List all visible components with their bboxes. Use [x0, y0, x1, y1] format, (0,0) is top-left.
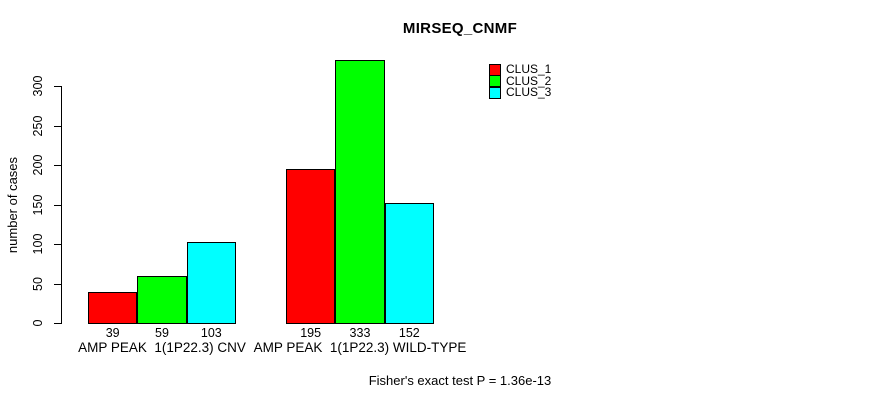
y-axis-tick-label: 100 — [31, 233, 45, 255]
y-axis-line — [61, 86, 62, 324]
bar-value-label: 333 — [349, 326, 371, 340]
y-axis-title: number of cases — [5, 156, 20, 254]
y-axis-tick — [54, 165, 61, 166]
legend-item-clus_1: CLUS_1 — [489, 62, 552, 76]
bar-clus_2-group1 — [137, 276, 187, 324]
y-axis-tick — [54, 86, 61, 87]
y-axis-tick-label: 200 — [31, 154, 45, 176]
legend-label: CLUS_3 — [506, 85, 552, 100]
x-axis-group-label: AMP PEAK 1(1P22.3) WILD-TYPE — [253, 340, 467, 355]
bar-value-label: 59 — [155, 326, 169, 340]
legend-label: CLUS_1 — [506, 62, 552, 76]
bar-value-label: 152 — [398, 326, 420, 340]
y-axis-tick-label: 150 — [31, 194, 45, 215]
y-axis-tick — [54, 244, 61, 245]
bar-clus_3-group1 — [186, 241, 236, 324]
annotation-fisher-test: Fisher's exact test P = 1.36e-13 — [368, 373, 552, 388]
bar-value-label: 195 — [300, 326, 322, 340]
y-axis-tick — [54, 283, 61, 285]
x-axis-group-label: AMP PEAK 1(1P22.3) CNV — [78, 340, 246, 355]
bar-clus_1-group1 — [88, 292, 138, 324]
y-axis-tick-label: 0 — [31, 319, 45, 327]
legend-label: CLUS_2 — [506, 73, 552, 88]
y-axis-tick — [54, 323, 61, 324]
y-axis-tick — [54, 204, 61, 206]
bar-clus_3-group2 — [384, 202, 434, 324]
legend: CLUS_1 CLUS_2 CLUS_3 — [489, 62, 552, 100]
bar-value-label: 103 — [200, 326, 222, 340]
bar-clus_2-group2 — [335, 59, 385, 324]
legend-swatch-clus_1 — [489, 63, 501, 76]
legend-item-clus_2: CLUS_2 — [489, 73, 552, 88]
legend-swatch-clus_3 — [489, 86, 501, 99]
y-axis-tick-label: 250 — [31, 115, 45, 136]
bar-value-label: 39 — [105, 326, 120, 340]
chart-title: MIRSEQ_CNMF — [402, 20, 518, 37]
legend-swatch-clus_2 — [489, 75, 501, 88]
bar-clus_1-group2 — [286, 168, 336, 324]
y-axis-tick-label: 50 — [31, 276, 45, 291]
legend-item-clus_3: CLUS_3 — [489, 85, 552, 100]
y-axis-tick-label: 300 — [31, 75, 45, 97]
y-axis-tick — [54, 125, 61, 127]
